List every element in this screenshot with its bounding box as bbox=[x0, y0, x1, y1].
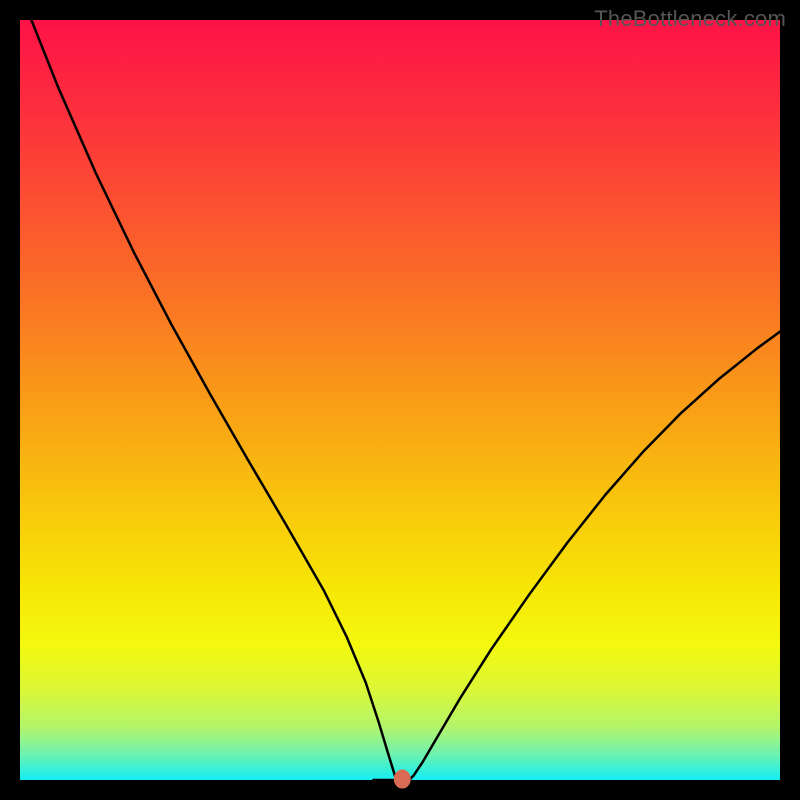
chart-svg bbox=[0, 0, 800, 800]
bottleneck-chart: TheBottleneck.com bbox=[0, 0, 800, 800]
optimal-point-marker bbox=[394, 770, 410, 788]
watermark-text: TheBottleneck.com bbox=[594, 6, 786, 32]
plot-background bbox=[20, 20, 780, 780]
